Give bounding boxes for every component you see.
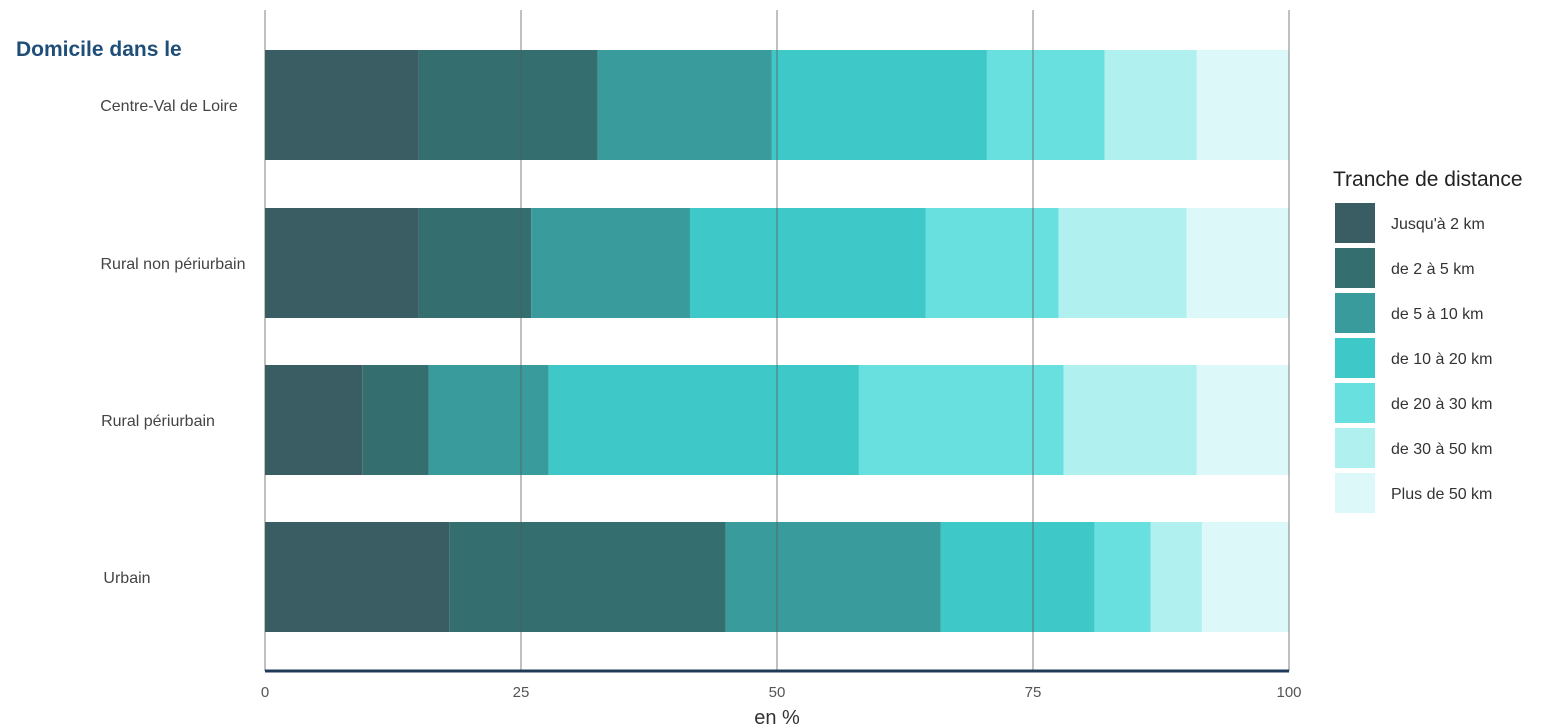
x-axis-title: en % <box>754 707 800 727</box>
bar-segment-rural-periurbain-de-30-a-50-km <box>1063 365 1197 475</box>
legend-swatch-de-2-a-5-km <box>1335 248 1375 288</box>
legend-swatch-jusqu-a-2-km <box>1335 203 1375 243</box>
bar-segment-rural-non-periurbain-de-30-a-50-km <box>1058 208 1187 318</box>
bar-segment-rural-periurbain-plus-de-50-km <box>1196 365 1289 475</box>
bar-segment-rural-non-periurbain-jusqu-a-2-km <box>265 208 419 318</box>
legend-swatch-de-20-a-30-km <box>1335 383 1375 423</box>
legend-label-de-5-a-10-km: de 5 à 10 km <box>1391 306 1484 323</box>
bar-segment-rural-periurbain-de-20-a-30-km <box>858 365 1064 475</box>
x-tick-label-50: 50 <box>769 684 786 701</box>
legend-label-de-10-a-20-km: de 10 à 20 km <box>1391 351 1492 368</box>
legend-swatch-de-10-a-20-km <box>1335 338 1375 378</box>
legend-label-jusqu-a-2-km: Jusqu'à 2 km <box>1391 216 1485 233</box>
bar-segment-rural-periurbain-de-10-a-20-km <box>548 365 859 475</box>
bar-segment-centre-val-de-loire-plus-de-50-km <box>1196 50 1289 160</box>
bar-segment-rural-non-periurbain-de-5-a-10-km <box>531 208 690 318</box>
bar-segment-rural-non-periurbain-plus-de-50-km <box>1186 208 1289 318</box>
bar-segment-rural-non-periurbain-de-2-a-5-km <box>418 208 532 318</box>
bar-segment-centre-val-de-loire-jusqu-a-2-km <box>265 50 419 160</box>
grid-layer <box>264 10 1290 671</box>
bar-segment-rural-periurbain-jusqu-a-2-km <box>265 365 363 475</box>
category-label-centre-val-de-loire: Centre-Val de Loire <box>100 98 238 115</box>
legend-label-de-2-a-5-km: de 2 à 5 km <box>1391 261 1475 278</box>
bar-segment-urbain-de-20-a-30-km <box>1094 522 1151 632</box>
legend-title: Tranche de distance <box>1333 168 1523 191</box>
legend-label-de-20-a-30-km: de 20 à 30 km <box>1391 396 1492 413</box>
bar-segment-urbain-de-2-a-5-km <box>449 522 726 632</box>
bar-segment-urbain-plus-de-50-km <box>1201 522 1289 632</box>
legend-swatch-de-5-a-10-km <box>1335 293 1375 333</box>
bar-segment-urbain-jusqu-a-2-km <box>265 522 450 632</box>
x-tick-label-100: 100 <box>1276 684 1301 701</box>
x-tick-label-75: 75 <box>1025 684 1042 701</box>
category-label-rural-periurbain: Rural périurbain <box>101 413 215 430</box>
category-labels: Centre-Val de Loire Rural non périurbain R… <box>100 98 245 587</box>
bar-segment-urbain-de-5-a-10-km <box>725 522 941 632</box>
legend-label-de-30-a-50-km: de 30 à 50 km <box>1391 441 1492 458</box>
bar-segment-centre-val-de-loire-de-30-a-50-km <box>1104 50 1197 160</box>
legend-label-plus-de-50-km: Plus de 50 km <box>1391 486 1492 503</box>
bar-segment-rural-non-periurbain-de-20-a-30-km <box>925 208 1059 318</box>
category-label-rural-non-periurbain: Rural non périurbain <box>101 256 246 273</box>
chart-title: Domicile dans le <box>16 38 182 61</box>
bar-segment-centre-val-de-loire-de-10-a-20-km <box>771 50 987 160</box>
bar-segment-rural-periurbain-de-5-a-10-km <box>428 365 549 475</box>
category-label-urbain: Urbain <box>103 570 150 587</box>
bar-segment-centre-val-de-loire-de-2-a-5-km <box>418 50 598 160</box>
bar-segment-rural-periurbain-de-2-a-5-km <box>362 365 429 475</box>
bar-segment-centre-val-de-loire-de-20-a-30-km <box>986 50 1105 160</box>
legend: Tranche de distance Jusqu'à 2 km de 2 à 5… <box>1333 168 1523 513</box>
bar-segment-centre-val-de-loire-de-5-a-10-km <box>597 50 772 160</box>
legend-swatch-de-30-a-50-km <box>1335 428 1375 468</box>
bar-segment-urbain-de-30-a-50-km <box>1150 522 1202 632</box>
bar-segment-urbain-de-10-a-20-km <box>940 522 1095 632</box>
bar-segment-rural-non-periurbain-de-10-a-20-km <box>689 208 926 318</box>
x-tick-labels: 0 25 50 75 100 <box>261 684 1302 701</box>
x-tick-label-25: 25 <box>513 684 530 701</box>
legend-swatch-plus-de-50-km <box>1335 473 1375 513</box>
bars-layer <box>265 50 1289 632</box>
x-tick-label-0: 0 <box>261 684 269 701</box>
